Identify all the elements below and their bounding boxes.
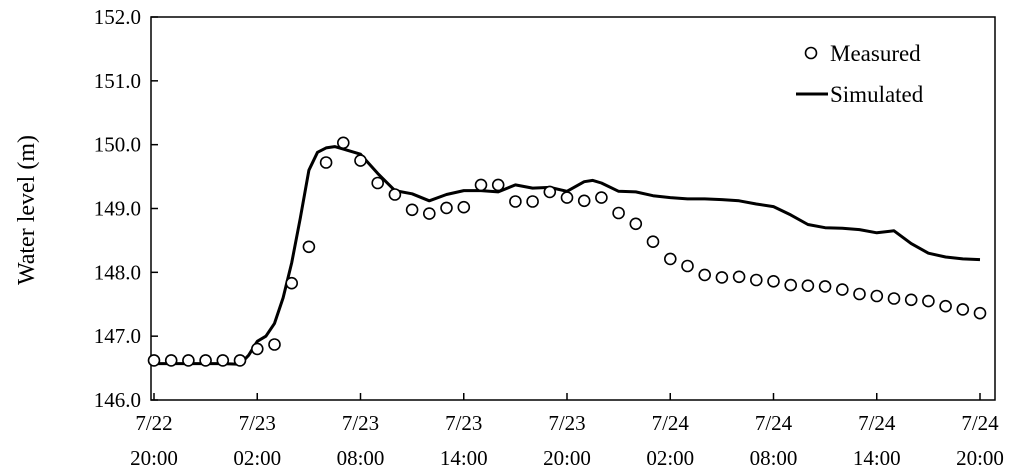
measured-point	[887, 292, 901, 305]
plot-frame	[150, 16, 996, 401]
x-tick-label-date: 7/23	[445, 411, 482, 435]
x-tick-label-date: 7/23	[239, 411, 276, 435]
measured-point	[474, 178, 488, 192]
measured-point	[491, 178, 505, 192]
y-tick-label: 149.0	[94, 197, 141, 221]
x-tick-label-time: 02:00	[233, 446, 281, 470]
measured-point	[182, 354, 195, 367]
x-tick-label: 7/24 02:00	[646, 411, 694, 470]
x-tick-label-time: 20:00	[956, 446, 1004, 470]
measured-point	[698, 268, 712, 282]
x-tick-label-time: 08:00	[750, 446, 798, 470]
measured-point	[922, 294, 935, 308]
measured-point	[164, 354, 178, 367]
x-tick-label: 7/23 20:00	[543, 411, 591, 470]
x-tick-label-date: 7/24	[858, 411, 896, 435]
y-tick-label: 147.0	[94, 324, 141, 348]
measured-point	[629, 217, 643, 231]
measured-point	[767, 274, 780, 288]
x-tick-label: 7/23 08:00	[337, 411, 385, 470]
measured-point	[268, 338, 281, 351]
measured-point	[818, 280, 832, 293]
y-tick-label: 148.0	[94, 260, 141, 284]
x-axis: 7/2220:007/2302:007/2308:007/2314:007/23…	[130, 393, 1004, 470]
x-tick-label-date: 7/23	[548, 411, 585, 435]
x-tick-label-time: 14:00	[853, 446, 901, 470]
measured-point	[422, 207, 436, 220]
legend: Measured Simulated	[796, 41, 924, 107]
measured-point	[354, 154, 367, 167]
measured-point	[577, 194, 591, 208]
measured-point	[646, 235, 660, 248]
x-tick-label-time: 08:00	[337, 446, 385, 470]
measured-point	[595, 191, 608, 204]
measured-point	[233, 354, 247, 367]
measured-point	[784, 278, 798, 292]
measured-point	[405, 203, 419, 217]
x-tick-label: 7/24 08:00	[750, 411, 798, 470]
measured-point	[801, 279, 815, 293]
legend-simulated-label: Simulated	[830, 82, 924, 107]
x-tick-label: 7/24 14:00	[853, 411, 901, 470]
measured-point	[147, 354, 161, 367]
legend-measured-marker	[804, 46, 818, 60]
x-tick-label-date: 7/22	[135, 411, 172, 435]
measured-point	[457, 200, 471, 214]
x-tick-label: 7/24 20:00	[956, 411, 1004, 470]
measured-point	[681, 259, 694, 273]
simulated-series-line	[154, 145, 981, 366]
measured-point	[732, 270, 746, 284]
x-tick-label-time: 02:00	[646, 446, 694, 470]
x-tick-label: 7/23 02:00	[233, 411, 281, 470]
x-tick-label-time: 20:00	[543, 446, 591, 470]
measured-point	[388, 188, 402, 201]
measured-point	[509, 195, 522, 208]
y-tick-label: 150.0	[94, 133, 141, 157]
y-tick-label: 146.0	[94, 388, 141, 412]
measured-point	[560, 191, 574, 204]
measured-point	[749, 273, 763, 287]
x-tick-label-time: 20:00	[130, 446, 178, 470]
x-tick-label-date: 7/24	[652, 411, 690, 435]
measured-point	[956, 303, 970, 316]
measured-point	[973, 306, 987, 320]
measured-point	[336, 136, 350, 150]
measured-point	[302, 240, 316, 254]
x-tick-label: 7/22 20:00	[130, 411, 178, 470]
measured-series	[147, 136, 987, 367]
measured-point	[199, 354, 212, 367]
x-tick-label-time: 14:00	[440, 446, 488, 470]
measured-point	[319, 156, 333, 169]
y-axis: 146.0 147.0 148.0 149.0 150.0 151.0 152.0	[94, 5, 158, 412]
legend-measured-label: Measured	[830, 41, 921, 66]
measured-point	[543, 185, 557, 199]
measured-point	[440, 201, 453, 215]
measured-point	[216, 354, 230, 367]
measured-point	[870, 289, 884, 303]
y-tick-label: 152.0	[94, 5, 141, 29]
measured-point	[715, 271, 729, 284]
x-tick-label: 7/23 14:00	[440, 411, 488, 470]
measured-point	[939, 299, 952, 313]
measured-point	[371, 176, 385, 190]
x-tick-label-date: 7/24	[961, 411, 999, 435]
measured-point	[904, 293, 918, 307]
plot-area	[147, 16, 996, 401]
measured-point	[835, 283, 849, 296]
measured-point	[663, 252, 677, 266]
y-axis-title: Water level (m)	[14, 135, 40, 285]
x-tick-label-date: 7/23	[342, 411, 379, 435]
y-tick-label: 151.0	[94, 69, 141, 93]
measured-point	[612, 206, 625, 220]
measured-point	[853, 287, 866, 301]
x-tick-label-date: 7/24	[755, 411, 793, 435]
measured-point	[285, 276, 299, 290]
measured-point	[250, 342, 264, 356]
measured-point	[526, 195, 539, 208]
